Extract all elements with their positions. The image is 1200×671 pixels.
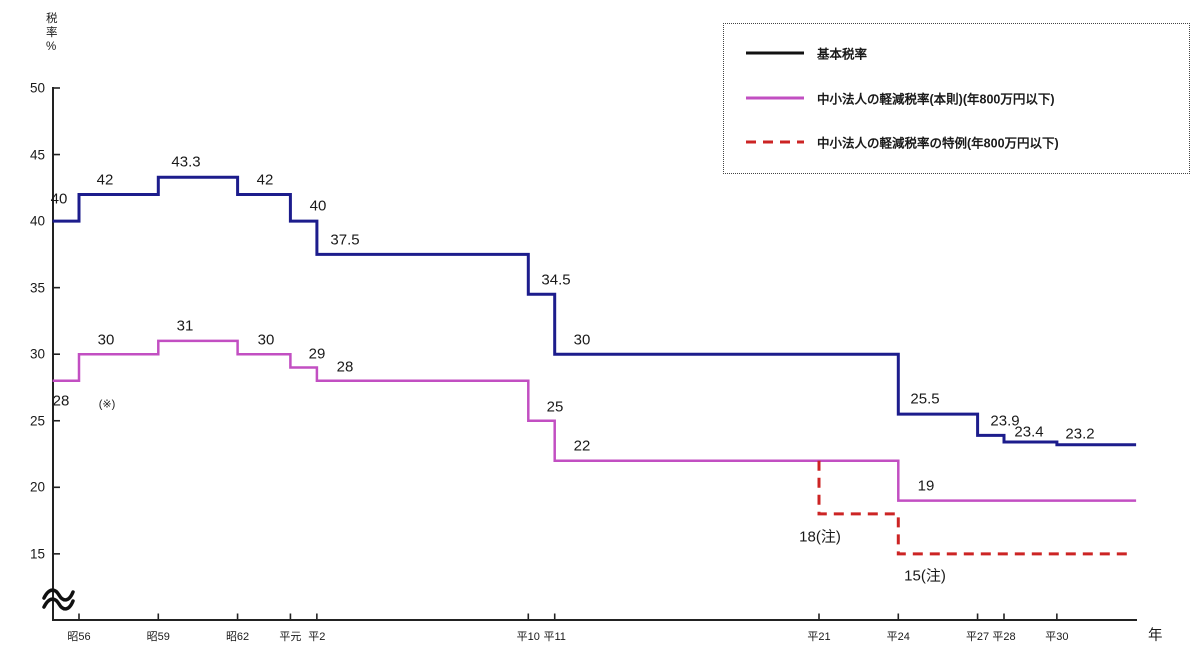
- data-label: (※): [98, 398, 116, 411]
- y-tick-label: 15: [29, 546, 45, 562]
- data-label: 30: [573, 331, 591, 349]
- data-label: 37.5: [330, 231, 360, 249]
- data-label: 43.3: [171, 153, 201, 171]
- data-label: 29: [308, 345, 326, 363]
- x-tick-label: 平11: [543, 631, 566, 643]
- x-tick-label: 平2: [308, 631, 326, 643]
- axis-lines: [52, 87, 1137, 621]
- legend-item-special-rate: 中小法人の軽減税率の特例(年800万円以下): [746, 133, 1059, 152]
- data-label: 30: [97, 331, 115, 349]
- legend-label: 中小法人の軽減税率の特例(年800万円以下): [817, 136, 1059, 151]
- legend-box: 基本税率 中小法人の軽減税率(本則)(年800万円以下) 中小法人の軽減税率の特…: [723, 23, 1190, 174]
- data-label: 31: [176, 317, 194, 335]
- x-tick-label: 平10: [516, 631, 540, 643]
- data-label: 42: [96, 171, 114, 189]
- series-line: [52, 339, 1137, 502]
- data-label: 34.5: [541, 271, 571, 289]
- legend-label: 基本税率: [817, 47, 868, 62]
- legend-line-sample-solid-magenta: [746, 96, 804, 100]
- x-tick-label: 平元: [279, 631, 302, 643]
- x-tick-label: 昭56: [67, 631, 91, 643]
- y-tick-label: 35: [29, 280, 45, 296]
- series-line: [817, 460, 1133, 556]
- x-tick-label: 平27: [965, 631, 990, 643]
- y-axis-title-line2: 率: [46, 27, 58, 39]
- data-label: 15(注): [904, 567, 946, 585]
- y-tick-label: 40: [29, 213, 45, 229]
- data-label: 40: [309, 197, 327, 215]
- legend-line-sample-dashed-red: [746, 140, 804, 144]
- x-tick-label: 平30: [1045, 631, 1069, 643]
- legend-item-reduced-rate: 中小法人の軽減税率(本則)(年800万円以下): [746, 89, 1055, 108]
- data-label: 42: [256, 171, 274, 189]
- data-label: 40: [50, 190, 68, 208]
- x-tick-label: 昭62: [225, 631, 250, 643]
- axis-break-icon: [42, 597, 75, 611]
- x-tick-label: 平28: [992, 631, 1016, 643]
- legend-line-sample-solid-black: [746, 51, 804, 55]
- y-axis-title-line1: 税: [46, 13, 58, 25]
- data-label: 28: [52, 392, 70, 410]
- y-axis-title: 税率%: [46, 12, 58, 54]
- axis-break-icon: [42, 588, 75, 602]
- y-tick-label: 45: [29, 147, 45, 163]
- data-label: 23.9: [990, 412, 1020, 430]
- data-label: 23.4: [1014, 423, 1044, 441]
- data-label: 25.5: [910, 390, 940, 408]
- x-tick-label: 平24: [886, 631, 910, 643]
- y-axis-title-line3: %: [46, 41, 57, 53]
- data-label: 22: [573, 437, 591, 455]
- data-label: 30: [257, 331, 275, 349]
- legend-label: 中小法人の軽減税率(本則)(年800万円以下): [817, 92, 1055, 107]
- data-label: 18(注): [799, 528, 841, 546]
- y-tick-label: 50: [29, 80, 45, 96]
- legend-item-basic-rate: 基本税率: [746, 44, 867, 63]
- series-line: [52, 175, 1137, 447]
- x-tick-label: 平21: [807, 631, 831, 643]
- y-tick-label: 20: [29, 479, 45, 495]
- x-tick-label: 昭59: [146, 631, 170, 643]
- y-tick-label: 25: [29, 413, 45, 429]
- data-label: 25: [546, 398, 564, 416]
- data-label: 28: [336, 358, 354, 376]
- y-tick-label: 30: [29, 346, 45, 362]
- x-axis-unit-label: 年: [1148, 628, 1163, 644]
- data-label: 23.2: [1065, 425, 1095, 443]
- data-label: 19: [917, 477, 935, 495]
